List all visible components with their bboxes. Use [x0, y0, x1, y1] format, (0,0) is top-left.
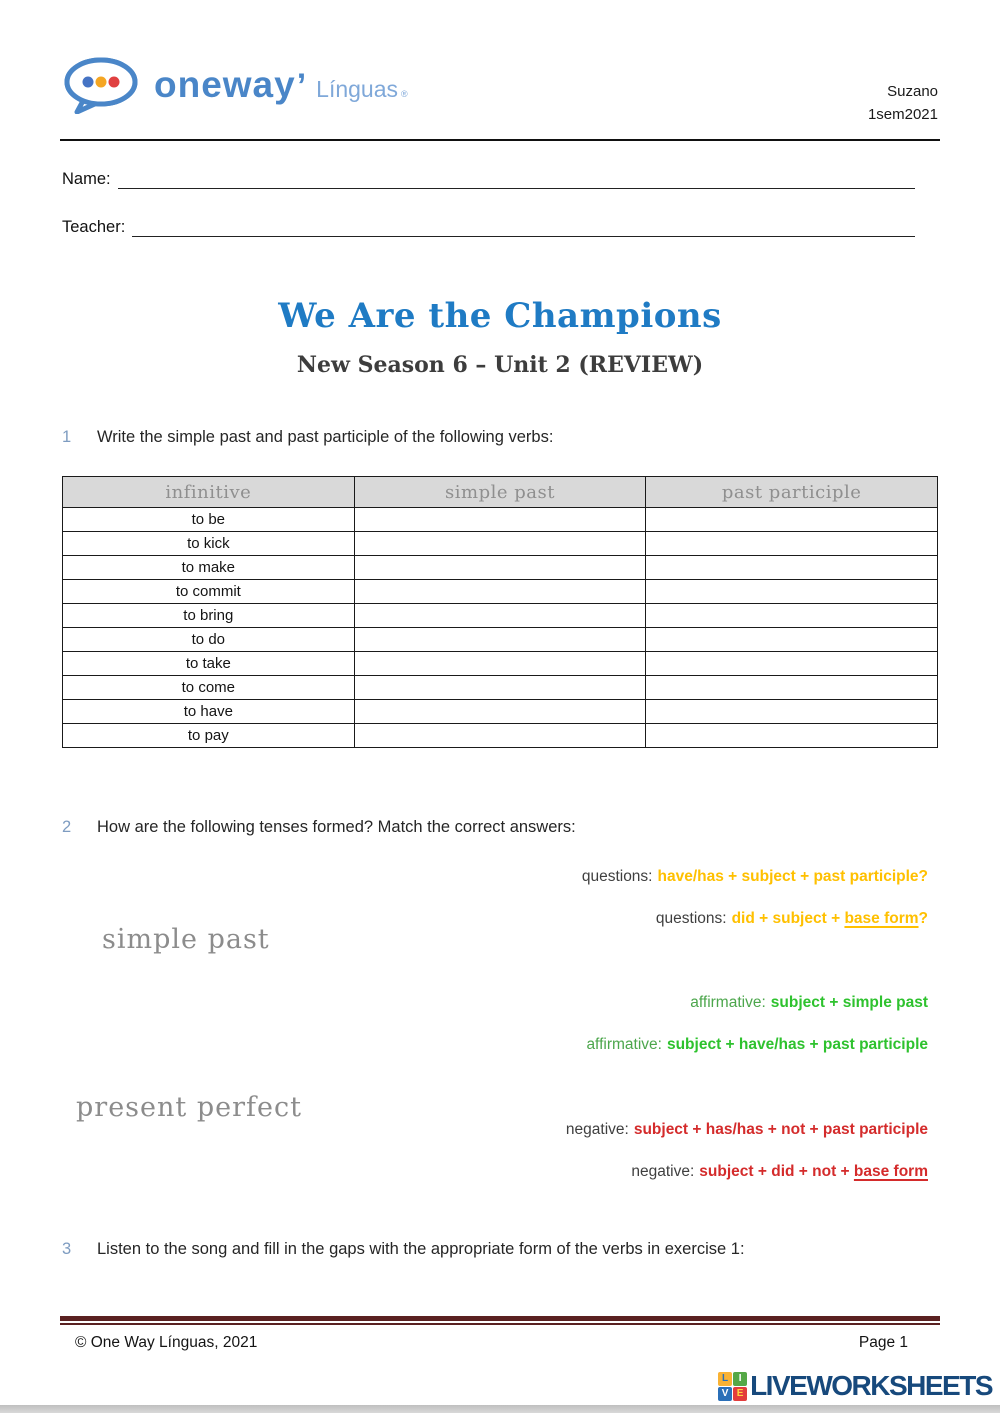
exercise-3-prompt: 3 Listen to the song and fill in the gap… [62, 1240, 940, 1259]
past-participle-answer-cell[interactable] [645, 651, 938, 676]
teacher-input-line[interactable] [132, 216, 915, 237]
simple-past-answer-cell[interactable] [353, 555, 647, 580]
infinitive-cell: to bring [62, 603, 355, 628]
table-header-row: infinitive simple past past participle [62, 476, 938, 508]
match-option-affirmative-present-perfect[interactable]: affirmative: subject + have/has + past pa… [586, 1036, 928, 1053]
speech-bubble-icon [64, 57, 138, 114]
table-row: to pay [62, 723, 938, 748]
tile-i-icon: I [733, 1371, 748, 1386]
past-participle-answer-cell[interactable] [645, 531, 938, 556]
brand-subname: Línguas [316, 76, 399, 102]
header-simple-past: simple past [353, 476, 647, 508]
simple-past-answer-cell[interactable] [353, 627, 647, 652]
table-row: to commit [62, 579, 938, 604]
simple-past-answer-cell[interactable] [353, 579, 647, 604]
exercise-1-number: 1 [62, 428, 72, 446]
red-dot-icon [108, 76, 120, 88]
footer-divider [60, 1316, 940, 1325]
header-infinitive: infinitive [62, 476, 355, 508]
yellow-dot-icon [95, 76, 107, 88]
exercise-2-prompt: 2 How are the following tenses formed? M… [62, 818, 940, 837]
simple-past-answer-cell[interactable] [353, 603, 647, 628]
tile-e-icon: E [733, 1386, 748, 1401]
infinitive-cell: to do [62, 627, 355, 652]
match-option-negative-present-perfect[interactable]: negative: subject + has/has + not + past … [565, 1121, 928, 1138]
infinitive-cell: to come [62, 675, 355, 700]
infinitive-cell: to take [62, 651, 355, 676]
footer-copyright: © One Way Línguas, 2021 [75, 1334, 258, 1351]
teacher-row: Teacher: [62, 216, 915, 237]
infinitive-cell: to kick [62, 531, 355, 556]
match-option-affirmative-simple-past[interactable]: affirmative: subject + simple past [690, 994, 928, 1011]
tile-l-icon: L [718, 1371, 733, 1386]
brand-word: oneway [154, 64, 296, 105]
table-row: to come [62, 675, 938, 700]
page-title: We Are the Champions [278, 296, 722, 336]
name-input-line[interactable] [117, 168, 915, 189]
header-location: Suzano [887, 83, 938, 100]
exercise-1-prompt: 1 Write the simple past and past partici… [62, 428, 940, 447]
table-row: to make [62, 555, 938, 580]
footer: © One Way Línguas, 2021 Page 1 [75, 1334, 908, 1352]
past-participle-answer-cell[interactable] [645, 675, 938, 700]
infinitive-cell: to be [62, 507, 355, 532]
past-participle-answer-cell[interactable] [645, 603, 938, 628]
infinitive-cell: to commit [62, 579, 355, 604]
simple-past-answer-cell[interactable] [353, 507, 647, 532]
exercise-3-text: Listen to the song and fill in the gaps … [97, 1240, 745, 1258]
table-row: to be [62, 507, 938, 532]
simple-past-answer-cell[interactable] [353, 699, 647, 724]
exercise-3-number: 3 [62, 1240, 72, 1258]
simple-past-answer-cell[interactable] [353, 531, 647, 556]
match-option-negative-simple-past[interactable]: negative: subject + did + not + base form [631, 1163, 928, 1180]
table-row: to take [62, 651, 938, 676]
infinitive-cell: to have [62, 699, 355, 724]
infinitive-cell: to make [62, 555, 355, 580]
verbs-table: infinitive simple past past participle t… [62, 476, 938, 748]
blue-dot-icon [82, 76, 94, 88]
registered-mark: ® [401, 89, 408, 99]
past-participle-answer-cell[interactable] [645, 699, 938, 724]
simple-past-answer-cell[interactable] [353, 723, 647, 748]
page-subtitle: New Season 6 – Unit 2 (REVIEW) [296, 352, 704, 378]
match-label-present-perfect[interactable]: present perfect [76, 1092, 302, 1123]
brand-apostrophe: ’ [296, 67, 307, 105]
exercise-2-text: How are the following tenses formed? Mat… [97, 818, 576, 836]
past-participle-answer-cell[interactable] [645, 723, 938, 748]
table-row: to kick [62, 531, 938, 556]
header-meta: Suzano 1sem2021 [868, 80, 938, 127]
table-row: to do [62, 627, 938, 652]
teacher-label: Teacher: [62, 218, 126, 236]
simple-past-answer-cell[interactable] [353, 675, 647, 700]
match-label-simple-past[interactable]: simple past [102, 924, 270, 955]
match-option-questions-simple-past[interactable]: questions: did + subject + base form? [655, 910, 928, 927]
infinitive-cell: to pay [62, 723, 355, 748]
tile-v-icon: V [718, 1386, 733, 1401]
brand-text: oneway’ Línguas ® [154, 64, 408, 106]
past-participle-answer-cell[interactable] [645, 627, 938, 652]
footer-page-number: Page 1 [858, 1334, 908, 1351]
exercise-2-number: 2 [62, 818, 72, 836]
past-participle-answer-cell[interactable] [645, 555, 938, 580]
header-divider [60, 139, 940, 141]
table-row: to bring [62, 603, 938, 628]
oneway-logo: oneway’ Línguas ® [62, 56, 408, 114]
name-label: Name: [62, 170, 111, 188]
bottom-edge-strip [0, 1405, 1000, 1413]
past-participle-answer-cell[interactable] [645, 507, 938, 532]
header-past-participle: past participle [645, 476, 938, 508]
name-row: Name: [62, 168, 915, 189]
liveworksheets-wordmark: LIVEWORKSHEETS [750, 1370, 993, 1401]
verbs-table-body: to be to kick to make to commit to bring to d… [62, 507, 938, 748]
past-participle-answer-cell[interactable] [645, 579, 938, 604]
match-option-questions-present-perfect[interactable]: questions: have/has + subject + past part… [581, 868, 928, 885]
exercise-1-text: Write the simple past and past participl… [97, 428, 554, 446]
header-term: 1sem2021 [867, 106, 938, 124]
table-row: to have [62, 699, 938, 724]
simple-past-answer-cell[interactable] [353, 651, 647, 676]
